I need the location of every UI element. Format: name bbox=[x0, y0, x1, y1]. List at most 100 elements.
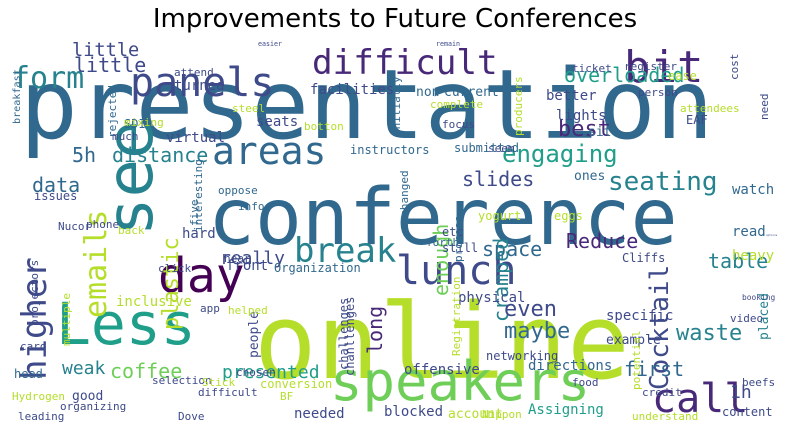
cloud-word: 1h bbox=[730, 382, 752, 403]
cloud-word: online bbox=[254, 281, 630, 403]
cloud-word: virtual bbox=[166, 130, 225, 146]
cloud-word: physical bbox=[458, 290, 525, 306]
cloud-word: easier bbox=[258, 40, 282, 48]
cloud-word: understand bbox=[632, 410, 698, 423]
cloud-word: complete bbox=[430, 98, 483, 111]
page-title: Improvements to Future Conferences bbox=[152, 4, 638, 34]
cloud-word: directions bbox=[528, 358, 612, 374]
cloud-word: SDI bbox=[124, 117, 146, 131]
cloud-word: person bbox=[638, 86, 678, 99]
cloud-word: sit bbox=[588, 125, 611, 140]
cloud-word: Stick bbox=[202, 376, 235, 389]
cloud-word: Registration bbox=[450, 277, 463, 356]
cloud-word: hard bbox=[182, 226, 216, 242]
cloud-word: day bbox=[158, 248, 245, 304]
cloud-word: inclusive bbox=[116, 294, 192, 310]
cloud-word: five bbox=[188, 200, 201, 227]
cloud-word: higher bbox=[15, 257, 55, 380]
cloud-word: networking bbox=[486, 349, 558, 363]
cloud-word: really bbox=[220, 248, 285, 269]
cloud-word: leading bbox=[18, 410, 64, 423]
cloud-word: oppose bbox=[218, 184, 258, 197]
cloud-word: conference bbox=[208, 173, 678, 263]
cloud-word: selection bbox=[152, 374, 212, 387]
cloud-word: challenges bbox=[337, 298, 351, 370]
cloud-word: potential bbox=[630, 330, 643, 390]
cloud-word: difficult bbox=[312, 43, 498, 83]
cloud-word: lunch bbox=[396, 248, 516, 294]
cloud-word: much bbox=[112, 130, 139, 143]
cloud-word: watch bbox=[732, 182, 774, 198]
cloud-word: emails bbox=[79, 210, 114, 318]
cloud-word: Assigning bbox=[528, 402, 604, 418]
cloud-word: beefs bbox=[742, 376, 775, 389]
cloud-word: speakers bbox=[330, 350, 590, 413]
cloud-word: back bbox=[118, 224, 145, 237]
cloud-word: cost bbox=[728, 54, 741, 81]
cloud-word: submitted bbox=[454, 141, 519, 155]
cloud-word: presented bbox=[222, 362, 320, 383]
cloud-word: etc bbox=[442, 225, 464, 239]
cloud-word: Nippon bbox=[482, 408, 522, 421]
cloud-word: projectors bbox=[28, 260, 41, 326]
cloud-word: booking bbox=[742, 293, 775, 302]
cloud-word: exchanged bbox=[398, 170, 411, 230]
cloud-word: form bbox=[12, 61, 84, 96]
cloud-word: better bbox=[546, 88, 597, 104]
cloud-word: ease bbox=[668, 69, 697, 83]
cloud-word: seats bbox=[256, 114, 298, 130]
cloud-word: account bbox=[448, 407, 503, 422]
cloud-word: read bbox=[732, 224, 766, 240]
cloud-word: Reduce bbox=[566, 229, 638, 253]
cloud-word: phone bbox=[86, 218, 119, 231]
cloud-word: maybe bbox=[504, 319, 570, 344]
cloud-word: Organization bbox=[274, 261, 361, 275]
cloud-word: see bbox=[94, 120, 168, 236]
cloud-word: offensive bbox=[404, 362, 480, 378]
cloud-word: forth bbox=[426, 236, 459, 249]
cloud-word: register bbox=[624, 60, 677, 73]
cloud-word: even bbox=[504, 297, 557, 322]
cloud-word: info bbox=[238, 200, 265, 213]
cloud-word: interesting bbox=[192, 159, 205, 232]
cloud-word: hear bbox=[224, 252, 251, 265]
cloud-word: non bbox=[416, 85, 439, 100]
cloud-word: lights bbox=[556, 108, 607, 124]
cloud-word: remain bbox=[436, 40, 460, 48]
cloud-word: front bbox=[226, 258, 268, 274]
cloud-word: Dove bbox=[178, 410, 205, 423]
cloud-word: need bbox=[758, 94, 771, 121]
cloud-word: first bbox=[624, 357, 684, 381]
cloud-word: head bbox=[14, 367, 43, 381]
cloud-word: card bbox=[20, 340, 47, 353]
cloud-word: table bbox=[708, 249, 768, 273]
cloud-word: Nucor bbox=[58, 220, 91, 233]
cloud-word: botton bbox=[304, 120, 344, 133]
cloud-word: slides bbox=[462, 167, 534, 191]
cloud-word: weak bbox=[62, 358, 106, 379]
cloud-word: bit bbox=[624, 42, 703, 93]
cloud-word: multiple bbox=[60, 293, 73, 346]
cloud-word: good bbox=[72, 389, 103, 404]
word-cloud-svg: presentationonlineconferencescreenspeake… bbox=[12, 40, 778, 423]
cloud-word: process bbox=[452, 216, 465, 262]
cloud-word: ticket bbox=[572, 62, 612, 75]
cloud-word: still bbox=[442, 241, 478, 255]
cloud-word: chosen bbox=[236, 366, 276, 379]
cloud-word: click bbox=[158, 262, 191, 275]
cloud-word: breakfast bbox=[12, 69, 23, 124]
cloud-word: initially bbox=[390, 76, 403, 136]
cloud-word: plastic bbox=[159, 237, 184, 330]
cloud-word: long bbox=[363, 306, 387, 354]
cloud-word: attend bbox=[174, 66, 214, 79]
cloud-word: specific bbox=[606, 308, 673, 324]
cloud-word: video bbox=[730, 312, 763, 325]
cloud-word: engaging bbox=[502, 140, 618, 168]
cloud-word: options bbox=[766, 233, 778, 237]
cloud-word: mixing bbox=[124, 116, 164, 129]
word-cloud: presentationonlineconferencescreenspeake… bbox=[12, 40, 778, 424]
cloud-word: app bbox=[200, 302, 220, 315]
cloud-word: turned bbox=[174, 78, 225, 94]
cloud-word: call bbox=[652, 376, 748, 422]
